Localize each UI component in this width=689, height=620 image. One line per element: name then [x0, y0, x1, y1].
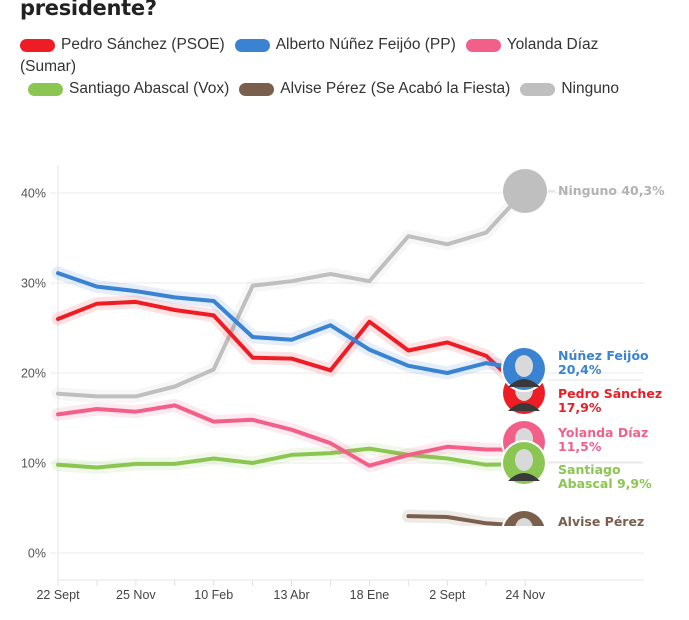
x-tick-label: 2 Sept	[429, 588, 466, 602]
legend-item-ninguno[interactable]: Ninguno	[520, 78, 619, 100]
end-label: Alvise Pérez	[558, 514, 644, 529]
x-tick-label: 18 Ene	[350, 588, 390, 602]
end-label: Santiago Abascal 9,9%	[558, 462, 652, 491]
legend-swatch-alvise	[239, 82, 275, 96]
chart-title: presidente?	[20, 0, 157, 20]
y-tick-label: 20%	[21, 367, 46, 381]
legend-label-feijoo: Alberto Núñez Feijóo (PP)	[275, 36, 456, 53]
end-marker: Alvise Pérez	[501, 509, 644, 550]
legend-label-sanchez: Pedro Sánchez (PSOE)	[61, 36, 225, 53]
end-label: Ninguno 40,3%	[558, 183, 665, 198]
legend-row: Pedro Sánchez (PSOE) Alberto Núñez Feijó…	[20, 34, 660, 56]
y-tick-label: 30%	[21, 277, 46, 291]
end-marker: Santiago Abascal 9,9%	[501, 440, 652, 491]
x-tick-label: 10 Feb	[194, 588, 233, 602]
end-label-line: Yolanda Díaz	[557, 425, 648, 440]
legend: Pedro Sánchez (PSOE) Alberto Núñez Feijó…	[20, 34, 660, 100]
end-label-line: 17,9%	[558, 400, 602, 415]
end-label-line: 11,5%	[558, 439, 602, 454]
end-label-line: Abascal 9,9%	[558, 476, 652, 491]
legend-swatch-sanchez	[20, 38, 55, 52]
series-line	[56, 403, 528, 468]
portrait-head-icon	[515, 355, 533, 377]
plot-area: Ninguno 40,3% Alvise Pérez Yolanda Díaz 11,…	[51, 169, 665, 550]
legend-item-sanchez[interactable]: Pedro Sánchez (PSOE)	[20, 34, 225, 56]
x-tick-label: 25 Nov	[116, 588, 156, 602]
legend-swatch-diaz	[465, 38, 501, 52]
portrait-shoulders-icon	[508, 379, 540, 387]
legend-item-diaz[interactable]: Yolanda Díaz	[465, 34, 599, 56]
end-marker-circle	[503, 511, 545, 526]
end-marker: Núñez Feijóo 20,4%	[501, 346, 649, 392]
y-axis: 0% 10% 20% 30% 40%	[21, 187, 46, 561]
legend-swatch-abascal	[28, 82, 63, 96]
x-tick-label: 24 Nov	[505, 588, 545, 602]
grid	[50, 165, 644, 585]
end-label-line: 20,4%	[558, 362, 602, 377]
legend-row: Santiago Abascal (Vox) Alvise Pérez (Se …	[20, 78, 660, 100]
legend-label-alvise: Alvise Pérez (Se Acabó la Fiesta)	[280, 80, 511, 97]
series-line	[56, 271, 528, 375]
end-label-line: Ninguno 40,3%	[558, 183, 665, 198]
y-tick-label: 10%	[21, 457, 46, 471]
legend-label-diaz: Yolanda Díaz	[506, 36, 599, 53]
legend-row: (Sumar)	[20, 56, 660, 78]
portrait-shoulders-icon	[508, 473, 540, 481]
series-line	[56, 299, 528, 394]
x-axis: 22 Sept 25 Nov 10 Feb 13 Abr 18 Ene 2 Sept 24 …	[36, 579, 644, 602]
end-label-line: Alvise Pérez	[558, 514, 644, 529]
legend-swatch-feijoo	[234, 38, 270, 52]
legend-item-abascal[interactable]: Santiago Abascal (Vox)	[28, 78, 229, 100]
end-label: Pedro Sánchez 17,9%	[558, 386, 662, 415]
portrait-shoulders-icon	[508, 403, 540, 411]
portrait-head-icon	[515, 449, 533, 471]
legend-item-alvise[interactable]: Alvise Pérez (Se Acabó la Fiesta)	[239, 78, 510, 100]
end-label: Núñez Feijóo 20,4%	[558, 348, 649, 377]
x-tick-label: 22 Sept	[36, 588, 80, 602]
end-label-line: Núñez Feijóo	[558, 348, 649, 363]
end-label: Yolanda Díaz 11,5%	[557, 425, 648, 454]
x-tick-label: 13 Abr	[274, 588, 310, 602]
series-line	[56, 446, 528, 470]
end-label-line: Pedro Sánchez	[558, 386, 662, 401]
legend-item-feijoo[interactable]: Alberto Núñez Feijóo (PP)	[234, 34, 456, 56]
y-tick-label: 0%	[28, 547, 46, 561]
end-label-line: Santiago	[558, 462, 621, 477]
portrait-head-icon	[515, 518, 533, 526]
y-tick-label: 40%	[21, 187, 46, 201]
legend-label-ninguno: Ninguno	[561, 80, 620, 97]
legend-label-abascal: Santiago Abascal (Vox)	[69, 80, 230, 97]
series-line	[56, 188, 528, 399]
portrait-shoulders-icon	[508, 542, 540, 550]
end-marker-circle	[503, 169, 547, 213]
legend-label-diaz-cont: (Sumar)	[20, 58, 76, 75]
end-marker: Ninguno 40,3%	[503, 169, 665, 213]
legend-swatch-ninguno	[520, 82, 556, 96]
